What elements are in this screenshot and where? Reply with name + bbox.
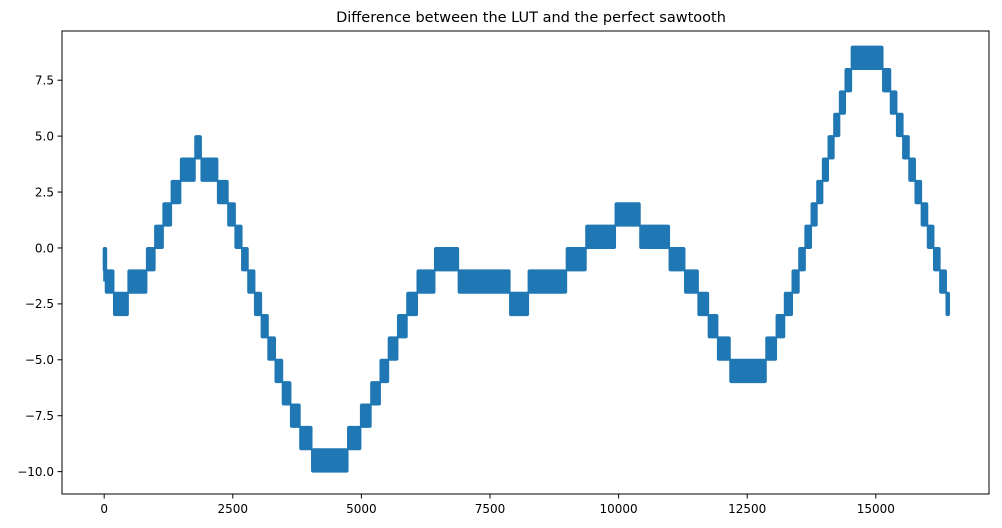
series-band-26: [370, 381, 381, 406]
series-band-7: [170, 179, 182, 205]
series-band-64: [908, 157, 916, 182]
plot-area: [102, 45, 950, 473]
series-band-29: [396, 314, 408, 339]
series-band-38: [614, 202, 641, 227]
series-band-17: [260, 314, 269, 339]
series-band-3: [127, 269, 148, 294]
x-tick-label: 0: [100, 502, 108, 516]
y-tick-label: −5.0: [25, 353, 54, 367]
series-band-35: [527, 269, 568, 294]
series-band-23: [311, 448, 349, 473]
y-tick-label: −7.5: [25, 409, 54, 423]
series-band-48: [783, 291, 794, 317]
series-band-47: [775, 314, 786, 339]
series-band-13: [234, 224, 243, 249]
series-band-22: [299, 425, 313, 451]
series-band-14: [241, 246, 249, 272]
series-band-30: [406, 291, 418, 317]
series-band-49: [791, 269, 800, 294]
x-tick-label: 10000: [600, 502, 638, 516]
series-band-54: [821, 157, 830, 182]
series-band-34: [509, 291, 530, 317]
series-band-10: [200, 157, 219, 182]
series-band-41: [683, 269, 699, 294]
series-band-11: [216, 179, 229, 205]
series-band-68: [932, 246, 941, 272]
x-tick-label: 5000: [346, 502, 377, 516]
series-band-58: [844, 68, 853, 93]
series-band-28: [387, 336, 399, 361]
series-band-25: [359, 403, 372, 428]
series-band-66: [920, 202, 929, 227]
series-band-6: [162, 202, 173, 227]
series-band-44: [716, 336, 731, 361]
series-band-16: [253, 291, 263, 317]
x-tick-label: 12500: [728, 502, 766, 516]
series-band-27: [379, 358, 390, 384]
series-band-53: [816, 179, 824, 205]
y-tick-label: 5.0: [35, 129, 54, 143]
series-band-5: [154, 224, 164, 249]
series-band-69: [939, 269, 947, 294]
series-band-59: [850, 45, 884, 71]
series-band-62: [895, 112, 904, 138]
series-band-70: [945, 291, 950, 317]
y-tick-label: 7.5: [35, 74, 54, 88]
series-band-9: [194, 135, 202, 160]
series-band-31: [416, 269, 436, 294]
series-band-42: [697, 291, 710, 317]
series-band-21: [289, 403, 301, 428]
series-band-39: [639, 224, 671, 249]
series-band-37: [585, 224, 617, 249]
series-band-50: [798, 246, 806, 272]
x-tick-label: 7500: [475, 502, 506, 516]
series-band-19: [274, 358, 284, 384]
series-band-32: [433, 246, 460, 272]
series-band-36: [565, 246, 587, 272]
series-band-4: [145, 246, 156, 272]
series-band-12: [227, 202, 236, 227]
y-tick-label: −2.5: [25, 297, 54, 311]
axes-frame: [61, 30, 990, 495]
x-tick-label: 2500: [218, 502, 249, 516]
series-band-24: [347, 425, 362, 451]
series-band-56: [833, 112, 841, 138]
series-band-57: [838, 90, 846, 115]
axes: 0 2500 5000 7500 10000 12500 15000 −10.0 −7.5 −5.…: [17, 30, 990, 516]
series-band-40: [668, 246, 686, 272]
series-band-67: [926, 224, 935, 249]
series-band-61: [889, 90, 898, 115]
series-band-45: [729, 358, 767, 384]
series-band-18: [267, 336, 276, 361]
series-band-46: [765, 336, 778, 361]
y-tick-label: 2.5: [35, 185, 54, 199]
y-tick-label: −10.0: [17, 465, 54, 479]
series-band-15: [247, 269, 256, 294]
series-band-43: [707, 314, 719, 339]
x-tick-label: 15000: [857, 502, 895, 516]
series-band-65: [914, 179, 923, 205]
series-band-1: [104, 269, 115, 294]
series-band-33: [457, 269, 511, 294]
series-band-52: [810, 202, 818, 227]
series-band-63: [902, 135, 910, 160]
series-band-51: [804, 224, 813, 249]
y-tick-label: 0.0: [35, 241, 54, 255]
series-band-8: [179, 157, 196, 182]
series-band-60: [882, 68, 892, 93]
chart-title: Difference between the LUT and the perfe…: [336, 10, 726, 26]
series-band-20: [281, 381, 292, 406]
series-band-2: [112, 291, 129, 317]
series-band-55: [827, 135, 835, 160]
